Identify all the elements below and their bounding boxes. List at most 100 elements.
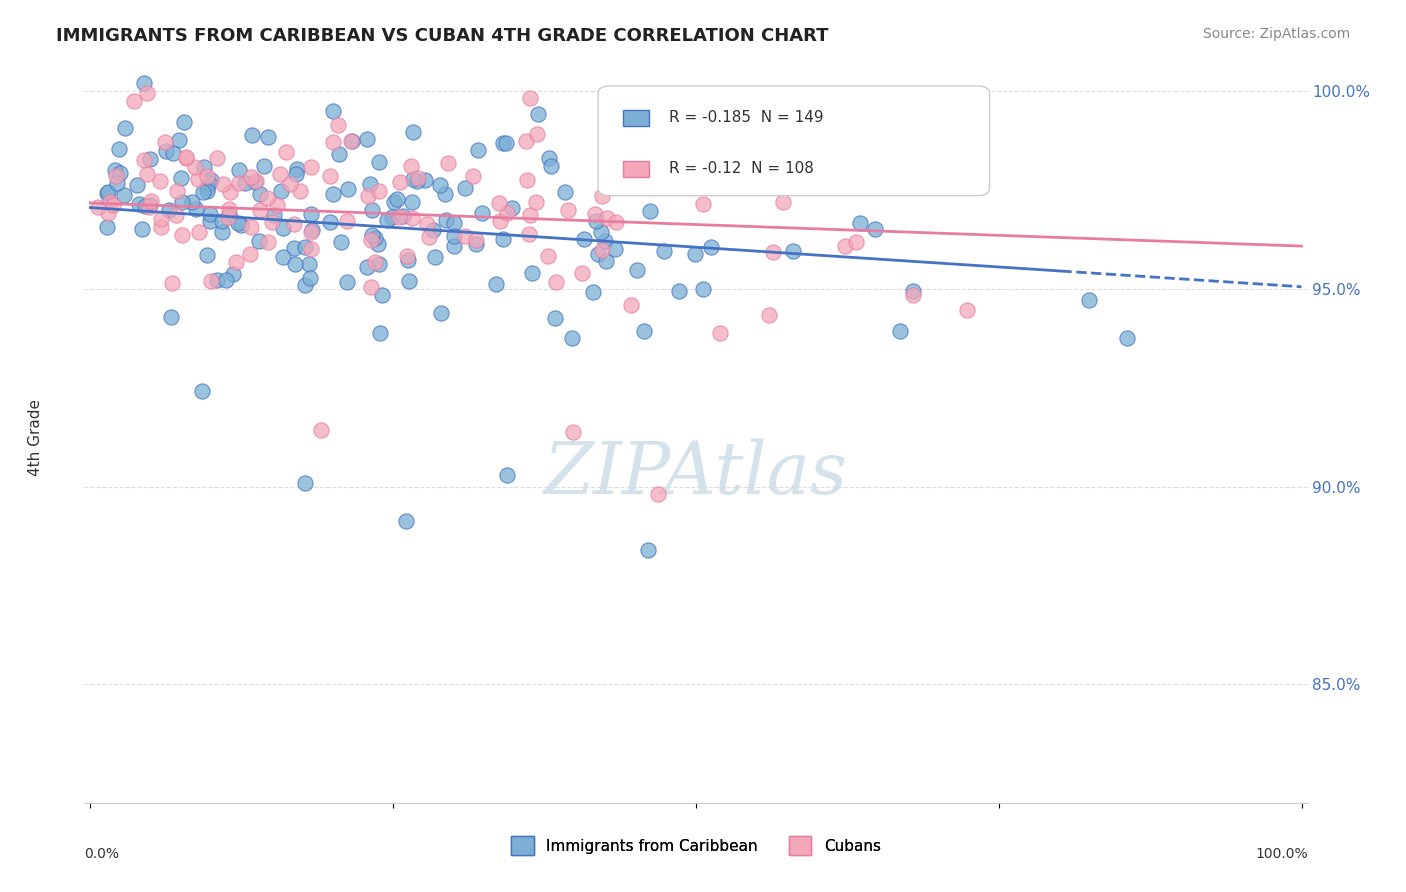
Point <box>647 487 669 501</box>
Text: 0.0%: 0.0% <box>84 847 120 861</box>
Point <box>160 310 183 324</box>
Point <box>97 185 120 199</box>
Point <box>134 199 156 213</box>
Point <box>368 326 391 340</box>
Point <box>360 202 382 217</box>
Text: ZIPAtlas: ZIPAtlas <box>544 438 848 509</box>
Point <box>1116 331 1139 345</box>
Point <box>453 228 475 243</box>
Point <box>401 195 423 210</box>
Point <box>150 220 173 235</box>
Point <box>240 169 263 184</box>
Point <box>593 234 616 248</box>
Point <box>519 208 541 222</box>
Point <box>616 151 638 165</box>
Point <box>571 266 593 280</box>
Point <box>195 248 218 262</box>
Point <box>381 210 404 224</box>
Point <box>416 217 439 231</box>
Point <box>260 215 283 229</box>
Point <box>496 206 519 220</box>
Point <box>174 151 197 165</box>
Text: R = -0.12  N = 108: R = -0.12 N = 108 <box>669 161 814 176</box>
Point <box>200 274 222 288</box>
Point <box>557 202 579 217</box>
FancyBboxPatch shape <box>623 161 650 178</box>
Point <box>283 241 305 255</box>
Point <box>139 198 162 212</box>
Point <box>652 244 675 258</box>
Point <box>586 247 609 261</box>
Point <box>517 227 540 242</box>
Point <box>198 214 221 228</box>
Point <box>294 476 316 491</box>
Point <box>637 543 659 558</box>
Point <box>849 216 872 230</box>
Point <box>371 287 394 301</box>
Point <box>515 134 537 148</box>
Point <box>195 169 218 183</box>
Point <box>703 169 725 183</box>
Point <box>101 198 124 212</box>
Point <box>319 215 342 229</box>
Point <box>173 115 195 129</box>
FancyBboxPatch shape <box>598 86 990 195</box>
Text: R = -0.185  N = 149: R = -0.185 N = 149 <box>669 110 824 125</box>
Point <box>585 214 607 228</box>
Point <box>247 234 270 248</box>
Point <box>322 186 344 201</box>
Point <box>136 167 159 181</box>
Point <box>454 180 477 194</box>
Point <box>591 244 613 258</box>
Point <box>901 285 924 299</box>
Point <box>762 244 785 259</box>
Point <box>167 133 190 147</box>
Point <box>97 206 120 220</box>
Point <box>283 217 305 231</box>
Point <box>605 215 627 229</box>
Point <box>401 211 423 225</box>
Point <box>603 242 626 256</box>
Point <box>249 187 271 202</box>
Point <box>574 232 596 246</box>
Point <box>217 211 239 225</box>
Point <box>610 178 633 193</box>
Point <box>239 247 262 261</box>
Point <box>544 310 567 325</box>
Point <box>269 167 291 181</box>
Point <box>398 274 420 288</box>
Point <box>406 171 429 186</box>
Point <box>540 159 562 173</box>
FancyBboxPatch shape <box>623 110 650 127</box>
Point <box>382 194 405 209</box>
Point <box>328 146 350 161</box>
Point <box>200 173 222 187</box>
Point <box>131 221 153 235</box>
Point <box>863 221 886 235</box>
Point <box>187 225 209 239</box>
Legend: Immigrants from Caribbean, Cubans: Immigrants from Caribbean, Cubans <box>505 830 887 861</box>
Point <box>266 198 288 212</box>
Point <box>170 195 193 210</box>
Point <box>387 210 409 224</box>
Point <box>662 167 685 181</box>
Point <box>395 249 418 263</box>
Point <box>583 207 606 221</box>
Point <box>546 275 568 289</box>
Point <box>491 136 513 150</box>
Point <box>125 178 148 193</box>
Point <box>299 242 322 256</box>
Point <box>200 207 222 221</box>
Point <box>620 298 643 312</box>
Point <box>128 197 150 211</box>
Point <box>288 184 311 198</box>
Point <box>516 172 538 186</box>
Point <box>98 194 121 209</box>
Point <box>218 207 240 221</box>
Point <box>108 165 131 179</box>
Point <box>418 229 440 244</box>
Point <box>322 135 344 149</box>
Point <box>501 201 523 215</box>
Point <box>211 214 233 228</box>
Point <box>162 145 184 160</box>
